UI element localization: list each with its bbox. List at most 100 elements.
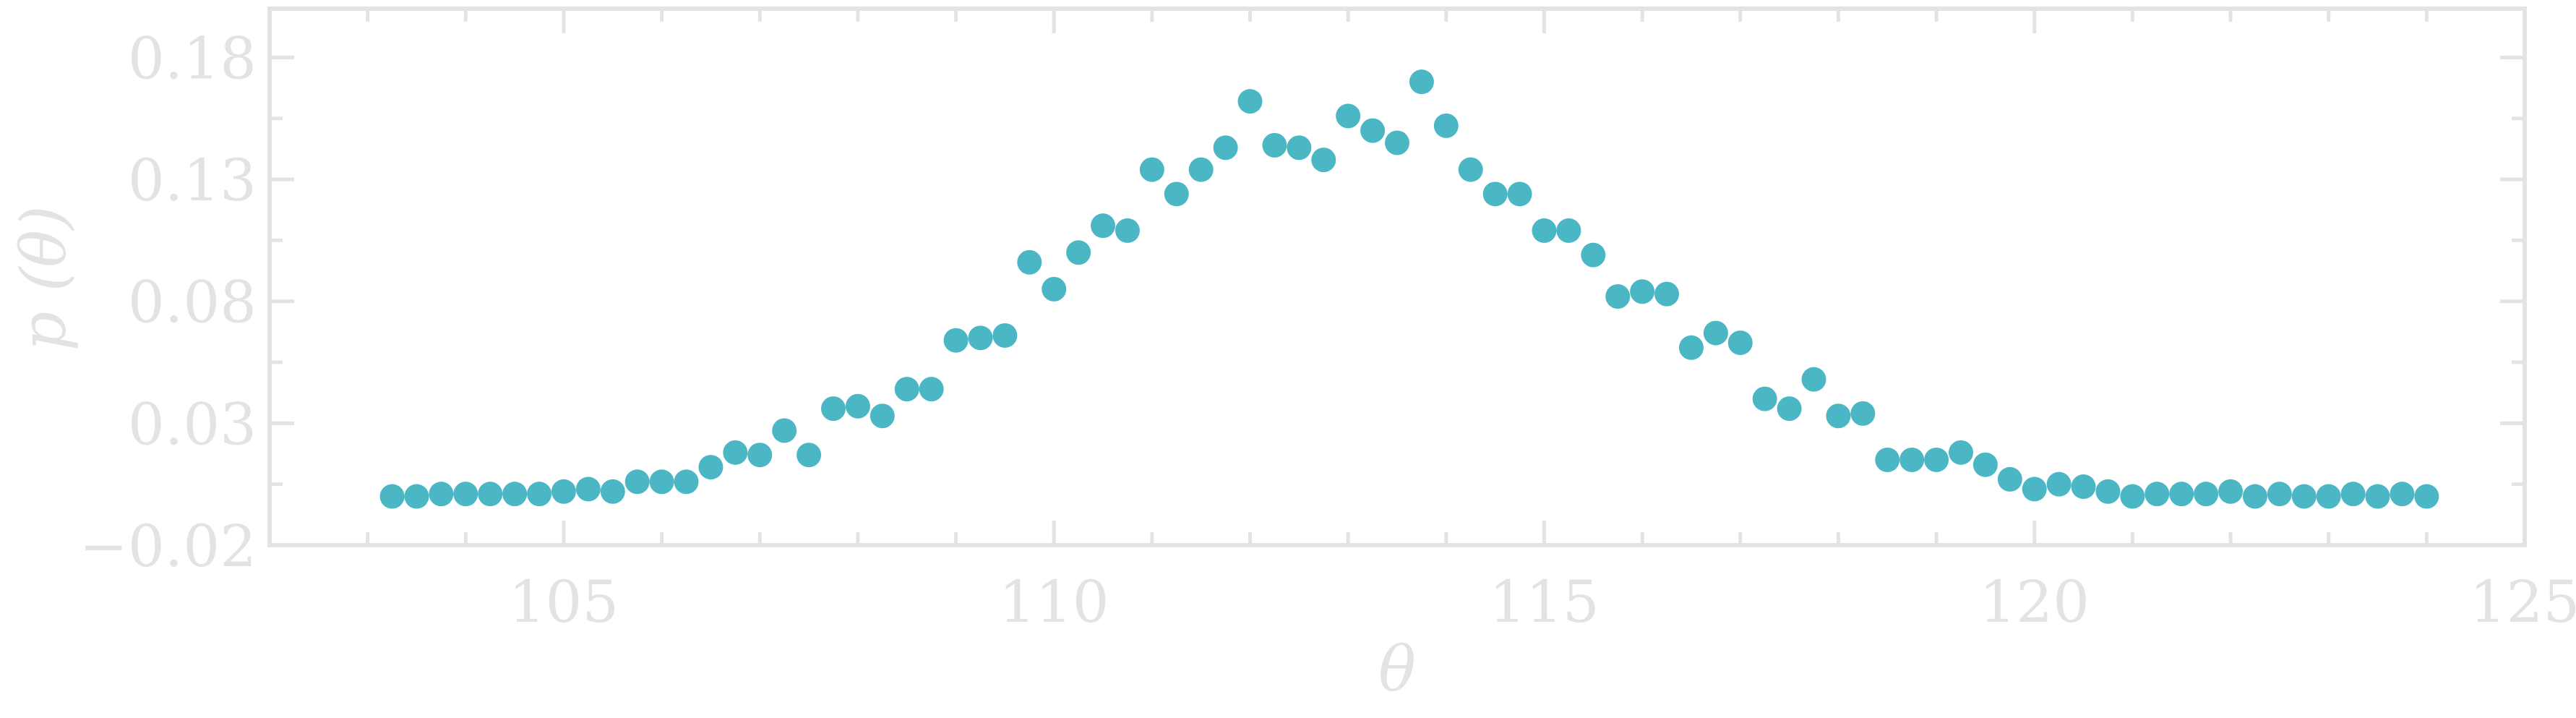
data-point [1581,242,1606,268]
data-point [1042,276,1067,302]
data-point [1115,218,1140,243]
data-point [1727,330,1753,356]
data-point [2194,482,2219,507]
data-point [2022,476,2047,502]
data-point [747,443,773,468]
data-point [943,328,969,353]
y-tick-label: 0.03 [128,390,257,458]
data-points [379,69,2439,509]
data-point [1066,240,1091,265]
data-point [1875,447,1900,472]
data-point [2120,484,2145,509]
data-point [2218,479,2244,504]
data-point [1605,283,1631,309]
x-tick-label: 115 [1489,568,1600,636]
data-point [870,403,895,429]
data-point [453,482,478,507]
y-tick-label: −0.02 [80,513,257,580]
y-tick-label: 0.08 [128,269,257,336]
data-point [2316,484,2341,509]
data-point [674,469,699,495]
data-point [845,393,870,419]
data-point [1164,181,1189,207]
data-point [551,479,576,504]
x-tick-label: 105 [509,568,619,636]
data-point [968,325,993,351]
data-point [1801,367,1826,392]
data-point [404,484,429,509]
data-point [2267,482,2292,507]
y-tick-label: 0.18 [128,25,257,92]
data-point [2242,484,2267,509]
data-point [502,482,528,507]
data-point [2365,484,2390,509]
data-point [624,469,650,495]
y-axis-label: p (θ) [8,205,80,351]
data-point [2095,479,2121,504]
data-point [1752,386,1777,411]
data-point [1091,213,1116,239]
data-point [1139,157,1164,182]
data-point [2046,471,2071,497]
data-point [1360,118,1386,143]
data-point [1188,157,1214,182]
x-tick-label: 125 [2470,568,2576,636]
data-point [2144,482,2170,507]
data-point [1532,218,1557,243]
x-tick-label: 110 [999,568,1109,636]
data-point [1409,69,1434,95]
data-point [1507,181,1532,207]
data-point [2169,482,2194,507]
data-point [478,482,503,507]
data-point [2340,482,2366,507]
data-point [894,377,919,402]
data-point [919,377,944,402]
data-point [821,396,846,422]
data-point [1336,103,1361,129]
data-point [600,479,625,504]
plot-frame [267,7,2527,547]
data-point [1262,132,1287,158]
data-point [992,322,1018,348]
data-point [2414,484,2439,509]
data-point [772,418,797,443]
data-point [1311,148,1336,173]
data-point [1482,181,1508,207]
data-point [1630,279,1655,304]
data-point [1678,335,1704,360]
data-point [2291,484,2317,509]
data-point [1385,130,1409,155]
data-point [1237,89,1263,114]
data-point [1949,440,1973,465]
tick-labels: 105 110 115 120 125 −0.02 0.03 0.08 0.13 0.18 [80,25,2576,636]
data-point [1777,396,1802,422]
data-point [1850,401,1876,426]
ticks [270,9,2525,545]
x-axis-label: θ [1378,633,1416,706]
data-point [2071,474,2096,500]
data-point [1997,466,2022,492]
data-point [1556,218,1581,243]
data-point [1826,403,1851,429]
data-point [1433,113,1459,138]
data-point [1972,452,1998,477]
data-point [1213,135,1238,161]
x-tick-label: 120 [1979,568,2090,636]
data-point [1458,157,1483,182]
y-tick-label: 0.13 [128,147,257,214]
data-point [527,482,552,507]
data-point [1924,447,1949,472]
data-point [649,469,674,495]
data-point [723,440,748,465]
data-point [797,443,822,468]
data-point [1899,447,1925,472]
data-point [1017,249,1042,275]
data-point [698,455,724,480]
data-point [1287,135,1312,161]
data-point [429,482,454,507]
data-point [1703,320,1728,346]
data-point [379,484,405,509]
data-point [575,476,601,502]
data-point [1654,281,1680,307]
